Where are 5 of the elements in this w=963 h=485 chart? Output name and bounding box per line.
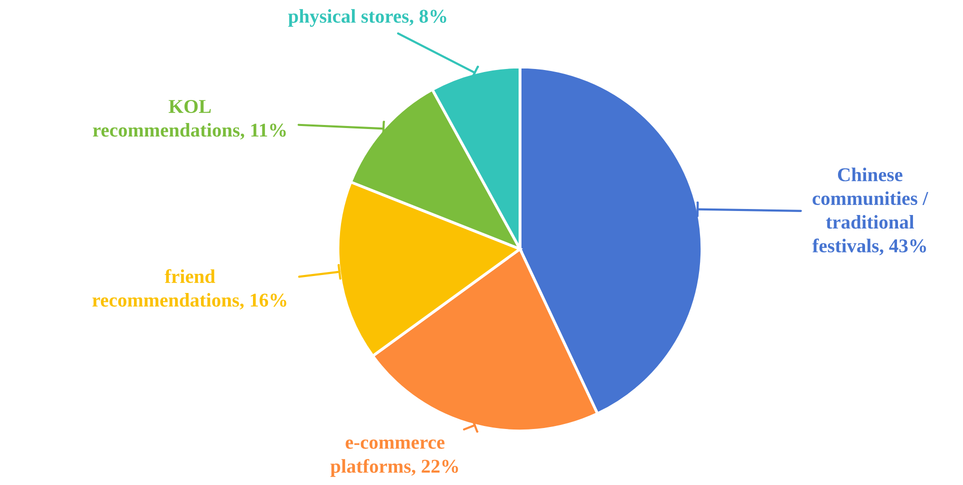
slice-label: physical stores, 8% — [288, 9, 446, 27]
slice-label: Chinese communities / traditional festivals, 43% — [812, 168, 928, 256]
slice-label: friend recommendations, 16% — [92, 269, 286, 310]
legend-label: e-commerce platforms, 22% — [330, 439, 458, 477]
slice-label: KOL recommendations, 11% — [92, 100, 286, 140]
